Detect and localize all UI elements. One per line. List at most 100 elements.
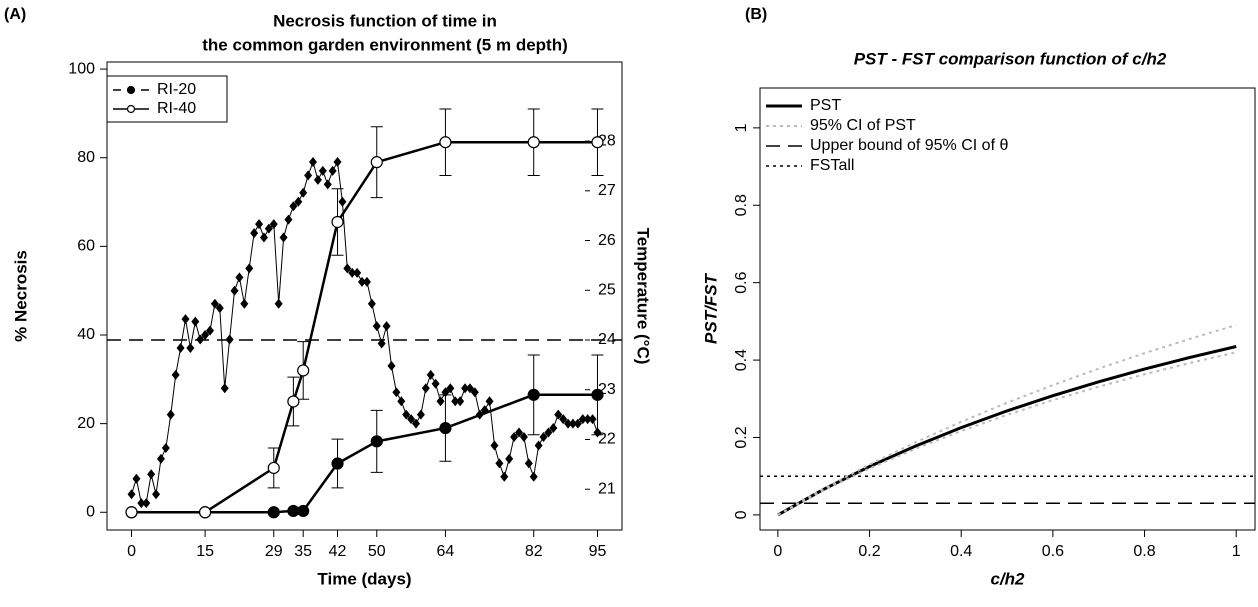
y-tick-label: 0.6 bbox=[733, 271, 750, 293]
point bbox=[529, 471, 538, 482]
point bbox=[573, 418, 582, 429]
point bbox=[461, 383, 470, 394]
y-tick-label: 1 bbox=[733, 123, 750, 132]
point bbox=[564, 418, 573, 429]
point bbox=[456, 396, 465, 407]
point bbox=[289, 201, 298, 212]
y-axis-label: PST/FST bbox=[701, 272, 720, 344]
x-tick-label: 0.2 bbox=[858, 543, 880, 560]
point bbox=[370, 156, 383, 169]
point bbox=[338, 196, 347, 207]
x-tick-label: 82 bbox=[525, 543, 543, 560]
point bbox=[367, 298, 376, 309]
point bbox=[568, 418, 577, 429]
point bbox=[297, 504, 310, 518]
x-tick-label: 0.4 bbox=[950, 543, 972, 560]
y-tick-label: 0.2 bbox=[733, 426, 750, 448]
x-tick-label: 0.8 bbox=[1133, 543, 1155, 560]
y-tick-label: 60 bbox=[77, 238, 95, 255]
legend-marker bbox=[126, 85, 136, 95]
point bbox=[206, 325, 214, 336]
point bbox=[201, 330, 210, 341]
y-tick-label: 0 bbox=[86, 503, 95, 520]
y-tick-label: 0.4 bbox=[733, 349, 750, 371]
y2-tick-label: 21 bbox=[598, 480, 616, 497]
point bbox=[318, 165, 327, 176]
point bbox=[500, 471, 509, 482]
point bbox=[191, 316, 200, 327]
point bbox=[299, 187, 308, 198]
series-line bbox=[777, 351, 1237, 516]
point bbox=[220, 383, 229, 394]
point bbox=[490, 440, 499, 451]
x-tick-label: 42 bbox=[329, 543, 347, 560]
y-tick-label: 80 bbox=[77, 149, 95, 166]
chart-title: the common garden environment (5 m depth… bbox=[202, 35, 568, 54]
point bbox=[304, 170, 313, 181]
y2-tick-label: 26 bbox=[598, 232, 616, 249]
point bbox=[287, 395, 300, 408]
point bbox=[198, 506, 212, 519]
y2-tick-label: 25 bbox=[598, 281, 616, 298]
point bbox=[269, 219, 278, 230]
point bbox=[186, 342, 195, 353]
y2-axis-label: Temperature (°C) bbox=[634, 228, 653, 365]
point bbox=[274, 298, 283, 309]
point bbox=[358, 276, 367, 287]
point bbox=[431, 378, 440, 389]
series-line bbox=[131, 140, 598, 514]
y-tick-label: 100 bbox=[68, 60, 95, 77]
point bbox=[137, 498, 146, 509]
point bbox=[250, 228, 259, 239]
x-axis-label: Time (days) bbox=[317, 569, 411, 588]
point bbox=[470, 387, 479, 398]
point bbox=[171, 369, 180, 380]
panel: (A) Necrosis function of time in the commo… bbox=[4, 6, 653, 588]
legend-label: FSTall bbox=[810, 157, 854, 174]
point bbox=[255, 219, 264, 230]
point bbox=[259, 232, 268, 243]
x-tick-label: 0.6 bbox=[1042, 543, 1064, 560]
point bbox=[372, 321, 381, 332]
plot-frame bbox=[759, 87, 1256, 531]
x-tick-label: 0 bbox=[127, 543, 136, 560]
point bbox=[554, 409, 563, 420]
point bbox=[439, 136, 452, 149]
point bbox=[527, 388, 540, 401]
point bbox=[382, 321, 391, 332]
point bbox=[309, 156, 317, 167]
point bbox=[559, 414, 568, 425]
point bbox=[267, 506, 280, 519]
point bbox=[294, 196, 303, 207]
y-tick-label: 40 bbox=[77, 326, 95, 343]
legend-label: RI-20 bbox=[157, 81, 196, 98]
point bbox=[588, 414, 597, 425]
point bbox=[331, 457, 344, 470]
point bbox=[181, 314, 190, 325]
legend-label: Upper bound of 95% CI of θ bbox=[810, 137, 1008, 154]
point bbox=[485, 396, 494, 407]
y-tick-label: 0 bbox=[733, 510, 750, 519]
point bbox=[465, 383, 474, 394]
y-axis-label: % Necrosis bbox=[11, 250, 30, 342]
y-tick-label: 20 bbox=[77, 415, 95, 432]
point bbox=[230, 285, 239, 296]
point bbox=[267, 461, 280, 475]
point bbox=[549, 423, 558, 434]
point bbox=[240, 298, 249, 309]
point bbox=[348, 267, 357, 278]
x-axis-label: c/h2 bbox=[990, 569, 1025, 588]
legend-label: 95% CI of PST bbox=[810, 117, 916, 134]
point bbox=[245, 263, 254, 274]
point bbox=[370, 435, 383, 448]
plot-frame bbox=[106, 61, 623, 531]
point bbox=[127, 489, 136, 500]
point bbox=[583, 414, 592, 425]
point bbox=[331, 215, 344, 229]
series-line bbox=[777, 345, 1237, 517]
point bbox=[328, 165, 337, 176]
legend-marker bbox=[126, 104, 136, 114]
point bbox=[284, 214, 293, 225]
panel-label: (A) bbox=[4, 6, 26, 23]
